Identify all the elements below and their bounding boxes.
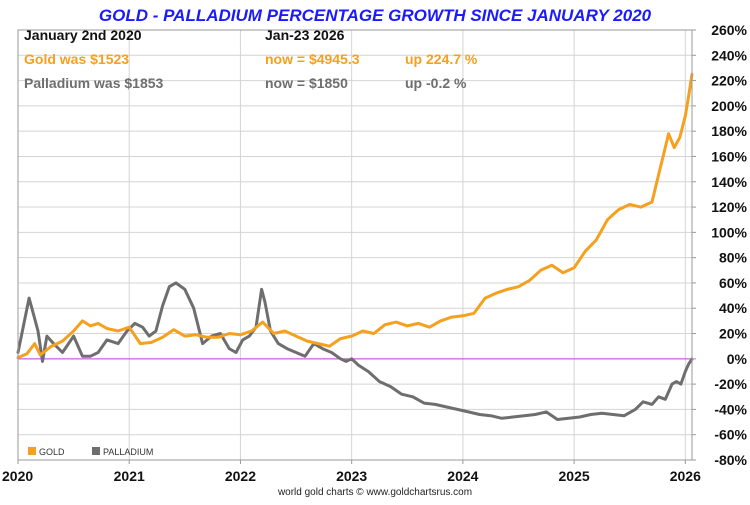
- x-tick-label: 2024: [447, 468, 478, 484]
- palladium-was-label: Palladium was $1853: [24, 75, 164, 91]
- y-tick-label: 60%: [719, 275, 748, 291]
- y-tick-label: 260%: [711, 22, 747, 38]
- x-axis: 2020 2021 2022 2023 2024 2025 2026: [2, 460, 701, 484]
- end-date-label: Jan-23 2026: [265, 27, 345, 43]
- y-tick-label: 140%: [711, 174, 747, 190]
- plot-frame: [17, 29, 693, 461]
- legend-swatch-palladium: [92, 447, 100, 455]
- series-line-gold: [16, 72, 694, 360]
- gold-now-label: now = $4945.3: [265, 51, 360, 67]
- y-tick-label: 100%: [711, 224, 747, 240]
- y-tick-label: -40%: [714, 401, 747, 417]
- y-tick-label: 40%: [719, 300, 748, 316]
- y-tick-label: -20%: [714, 376, 747, 392]
- y-tick-label: 80%: [719, 250, 748, 266]
- x-tick-label: 2023: [336, 468, 367, 484]
- chart-title: GOLD - PALLADIUM PERCENTAGE GROWTH SINCE…: [99, 6, 652, 25]
- y-tick-label: 200%: [711, 98, 747, 114]
- x-tick-label: 2026: [670, 468, 701, 484]
- y-tick-label: 160%: [711, 148, 747, 164]
- series-line-palladium: [16, 281, 694, 421]
- start-date-label: January 2nd 2020: [24, 27, 142, 43]
- series-layer: [16, 72, 694, 421]
- legend: GOLD PALLADIUM: [28, 447, 153, 457]
- y-tick-label: 0%: [727, 351, 748, 367]
- x-tick-label: 2022: [225, 468, 256, 484]
- y-tick-label: -60%: [714, 427, 747, 443]
- legend-label-palladium: PALLADIUM: [103, 447, 153, 457]
- x-tick-label: 2020: [2, 468, 33, 484]
- palladium-up-label: up -0.2 %: [405, 75, 467, 91]
- footer-credit: world gold charts © www.goldchartsrus.co…: [277, 487, 472, 498]
- gold-up-label: up 224.7 %: [405, 51, 478, 67]
- y-tick-label: -80%: [714, 452, 747, 468]
- y-tick-label: 220%: [711, 73, 747, 89]
- legend-swatch-gold: [28, 447, 36, 455]
- gold-was-label: Gold was $1523: [24, 51, 129, 67]
- y-tick-label: 20%: [719, 326, 748, 342]
- x-tick-label: 2025: [559, 468, 590, 484]
- palladium-now-label: now = $1850: [265, 75, 348, 91]
- y-tick-label: 180%: [711, 123, 747, 139]
- y-tick-label: 240%: [711, 47, 747, 63]
- legend-label-gold: GOLD: [39, 447, 65, 457]
- y-axis: 260% 240% 220% 200% 180% 160% 140% 120% 100% 80% 6…: [692, 22, 748, 468]
- x-tick-label: 2021: [114, 468, 145, 484]
- y-tick-label: 120%: [711, 199, 747, 215]
